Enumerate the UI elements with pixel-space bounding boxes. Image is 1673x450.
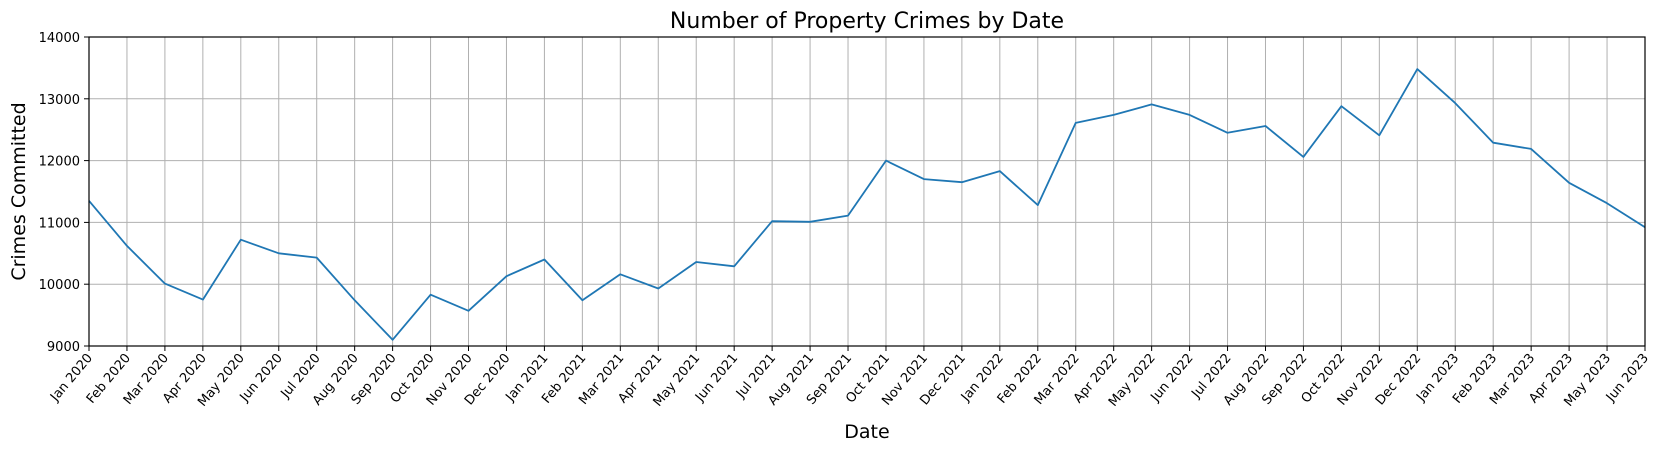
data-point <box>391 338 395 342</box>
data-point <box>1112 113 1116 117</box>
data-point <box>1188 113 1192 117</box>
data-point <box>315 256 319 260</box>
grid-lines <box>88 36 1646 347</box>
series-line <box>88 68 1646 341</box>
data-point <box>770 219 774 223</box>
y-tick-label: 11000 <box>39 216 80 231</box>
y-axis-label: Crimes Committed <box>8 102 30 280</box>
data-point <box>846 214 850 218</box>
data-point <box>694 260 698 264</box>
data-point <box>467 309 471 313</box>
series-group <box>88 67 1646 342</box>
data-point <box>618 272 622 276</box>
data-point <box>922 177 926 181</box>
data-point <box>542 257 546 261</box>
data-point <box>656 287 660 291</box>
data-point <box>1150 102 1154 106</box>
y-tick-label: 9000 <box>47 340 80 355</box>
y-tick-label: 13000 <box>39 93 80 108</box>
plot-frame <box>88 36 1646 347</box>
data-point <box>1529 147 1533 151</box>
data-point <box>960 180 964 184</box>
data-point <box>884 159 888 163</box>
data-point <box>1074 121 1078 125</box>
data-point <box>1453 101 1457 105</box>
data-point <box>1036 203 1040 207</box>
axes <box>88 36 1646 347</box>
data-point <box>998 169 1002 173</box>
data-point <box>125 244 129 248</box>
data-point <box>1605 201 1609 205</box>
y-axis-ticks: 9000 10000 11000 12000 13000 14000 <box>39 31 89 355</box>
y-tick-label: 12000 <box>39 155 80 170</box>
x-axis-label: Date <box>844 421 889 443</box>
data-point <box>353 298 357 302</box>
data-point <box>429 293 433 297</box>
data-point <box>1377 133 1381 137</box>
data-point <box>1339 104 1343 108</box>
data-point <box>239 238 243 242</box>
data-point <box>163 282 167 286</box>
data-point <box>1301 155 1305 159</box>
data-point <box>1263 124 1267 128</box>
data-point <box>732 264 736 268</box>
data-point <box>808 220 812 224</box>
data-point <box>1567 181 1571 185</box>
data-point <box>504 274 508 278</box>
data-point <box>1491 141 1495 145</box>
chart-title: Number of Property Crimes by Date <box>670 9 1064 34</box>
data-point <box>580 298 584 302</box>
data-point <box>201 298 205 302</box>
data-point <box>1415 67 1419 71</box>
y-tick-label: 14000 <box>39 31 80 46</box>
data-point <box>277 251 281 255</box>
y-tick-label: 10000 <box>39 278 80 293</box>
data-point <box>1226 131 1230 135</box>
